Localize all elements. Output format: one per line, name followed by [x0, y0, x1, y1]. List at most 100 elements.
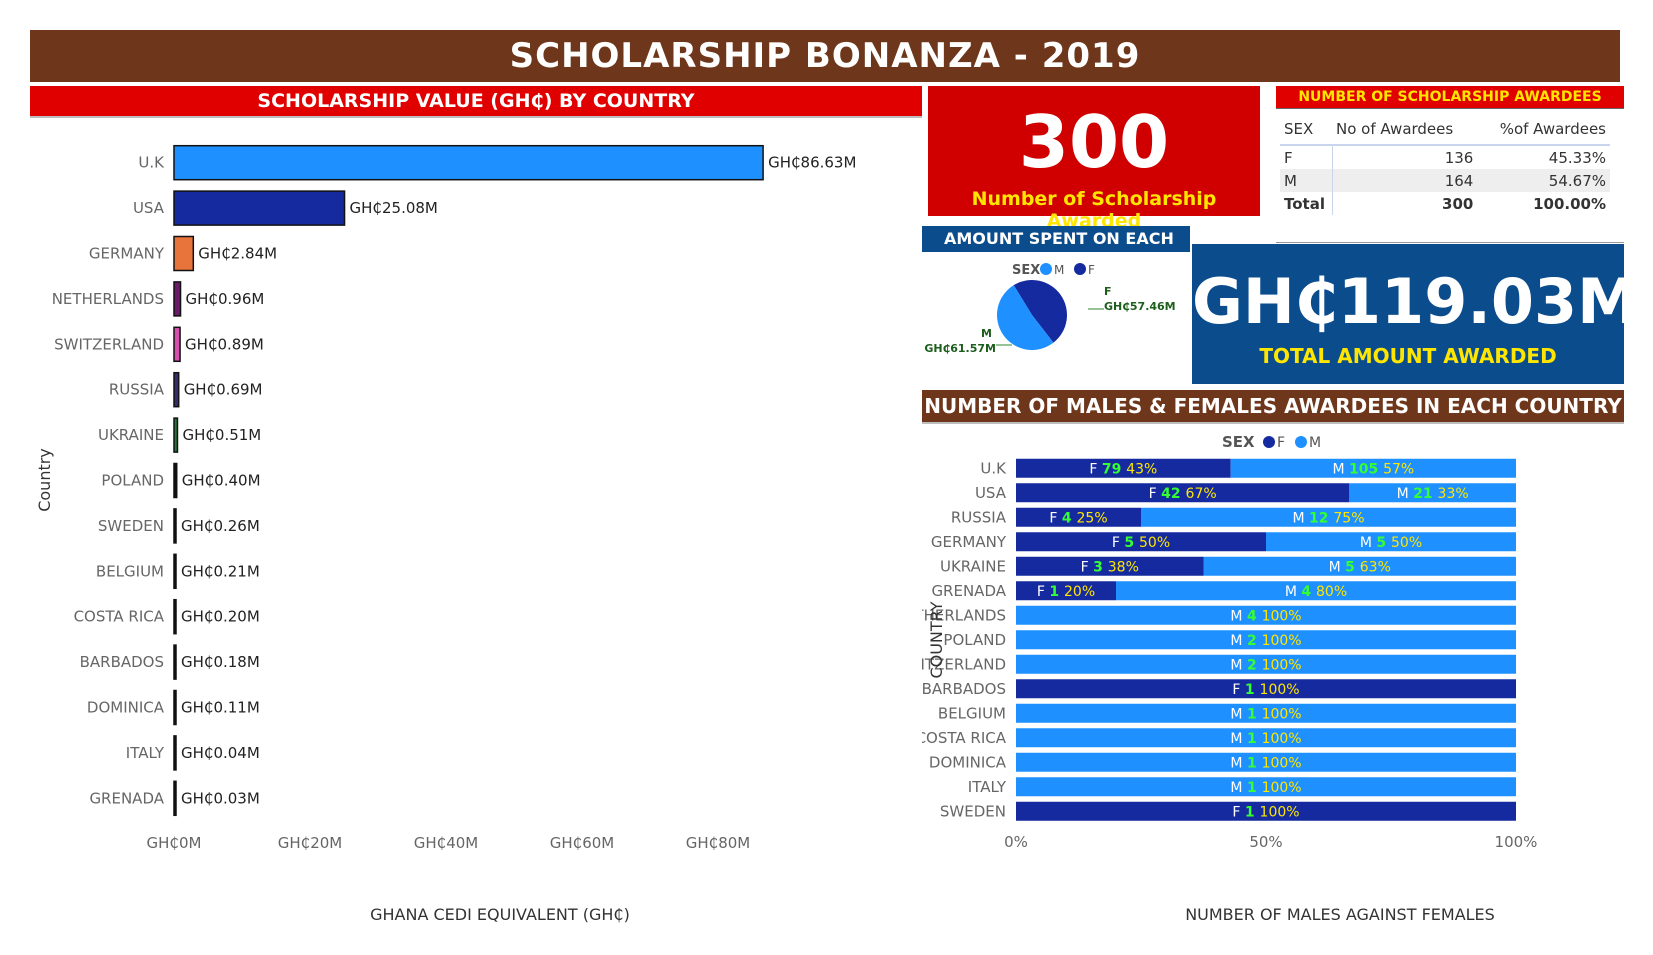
segment-label: M 105 57%	[1332, 461, 1414, 477]
table-cell: M	[1280, 169, 1333, 192]
data-label: GH₵0.20M	[181, 608, 260, 626]
segment-label: M 1 100%	[1230, 755, 1301, 771]
y-tick-label: U.K	[980, 459, 1007, 477]
table-row: F 136 45.33%	[1280, 145, 1610, 169]
bar	[173, 508, 177, 544]
segment-label: M 4 80%	[1285, 584, 1347, 600]
value-chart-y-axis-label: Country	[35, 448, 54, 512]
data-label: GH₵86.63M	[768, 154, 856, 172]
segment-label: M 1 100%	[1230, 780, 1301, 796]
bar-segment-male	[1016, 752, 1516, 772]
y-tick-label: SWITZERLAND	[54, 335, 164, 353]
data-label: GH₵2.84M	[198, 245, 277, 263]
table-cell: 164	[1332, 169, 1478, 192]
segment-label: F 1 100%	[1232, 682, 1299, 698]
bar	[173, 598, 177, 635]
data-label: GH₵0.03M	[181, 789, 260, 807]
segment-label: F 1 100%	[1232, 804, 1299, 820]
bar-segment-male	[1016, 777, 1516, 797]
total-amount-label: TOTAL AMOUNT AWARDED	[1259, 344, 1557, 368]
table-cell: F	[1280, 145, 1333, 169]
y-tick-label: SWEDEN	[940, 802, 1006, 820]
segment-label: M 5 50%	[1360, 535, 1422, 551]
gender-chart-x-axis-label: NUMBER OF MALES AGAINST FEMALES	[1185, 905, 1495, 924]
pie-legend-title: SEX	[1012, 263, 1040, 278]
bar	[173, 462, 178, 499]
pie-legend-f-marker	[1074, 263, 1086, 275]
x-tick-label: 0%	[1004, 833, 1028, 851]
y-tick-label: POLAND	[943, 631, 1006, 649]
awardees-table-header: SEX No of Awardees %of Awardees	[1280, 114, 1610, 146]
bar	[173, 190, 346, 226]
segment-label: F 79 43%	[1089, 461, 1157, 477]
total-amount-card: GH₵119.03M TOTAL AMOUNT AWARDED	[1192, 244, 1639, 384]
bar-segment-female	[1016, 458, 1231, 478]
gender-stacked-bar-chart: SEX F M U.K F 79 43% M 105 57% USA F 42 67% M…	[922, 433, 1538, 924]
bar	[173, 644, 177, 680]
y-tick-label: ITALY	[968, 778, 1007, 796]
y-tick-label: UKRAINE	[98, 426, 164, 444]
pie-slice-f-value: GH₵57.46M	[1104, 300, 1176, 313]
segment-label: M 1 100%	[1230, 731, 1301, 747]
x-tick-label: 100%	[1495, 833, 1538, 851]
table-cell: 54.67%	[1477, 169, 1610, 192]
pie-legend-m-label: M	[1054, 263, 1064, 277]
bar-segment-female	[1016, 556, 1204, 576]
bar-segment-female	[1016, 801, 1516, 821]
stack-legend-f-marker	[1263, 436, 1275, 448]
stack-legend-f-label: F	[1277, 435, 1285, 451]
bar-segment-male	[1116, 581, 1516, 601]
y-tick-label: GRENADA	[89, 789, 164, 807]
bar-segment-female	[1016, 483, 1350, 503]
bar-segment-male	[1016, 654, 1516, 674]
segment-label: F 42 67%	[1149, 486, 1217, 502]
segment-label: M 2 100%	[1230, 633, 1301, 649]
segment-label: M 2 100%	[1230, 657, 1301, 673]
awardees-table: SEX No of Awardees %of Awardees F 136 45…	[1280, 114, 1610, 215]
data-label: GH₵0.18M	[181, 653, 260, 671]
pie-legend-f-label: F	[1088, 263, 1095, 277]
bar	[173, 371, 180, 408]
awardees-table-title-rule	[1276, 108, 1624, 109]
table-cell: 136	[1444, 148, 1474, 167]
segment-label: M 1 100%	[1230, 706, 1301, 722]
y-tick-label: RUSSIA	[951, 508, 1007, 526]
bar	[173, 417, 179, 453]
x-tick-label: 50%	[1249, 833, 1282, 851]
bar	[173, 735, 177, 771]
column-header: No of Awardees	[1332, 114, 1478, 146]
bar-segment-male	[1016, 605, 1516, 625]
data-label: GH₵0.21M	[181, 562, 260, 580]
x-tick-label: GH₵80M	[686, 834, 750, 852]
data-label: GH₵0.89M	[185, 335, 264, 353]
bar-segment-male	[1141, 507, 1516, 527]
gender-chart-title-rule	[922, 422, 1624, 424]
y-tick-label: COSTA RICA	[922, 729, 1007, 747]
x-tick-label: GH₵40M	[414, 834, 478, 852]
bar	[173, 780, 177, 817]
data-label: GH₵0.51M	[182, 426, 261, 444]
bar-segment-male	[1203, 556, 1516, 576]
table-cell: 100.00%	[1533, 194, 1606, 213]
bar	[173, 144, 764, 181]
bar	[173, 553, 177, 590]
y-tick-label: NETHERLANDS	[52, 290, 164, 308]
pie-slice-m-name: M	[981, 327, 992, 340]
x-tick-label: GH₵60M	[550, 834, 614, 852]
bar-segment-male	[1230, 458, 1516, 478]
segment-label: F 5 50%	[1112, 535, 1170, 551]
gender-chart-y-axis-label: COUNTRY	[927, 601, 946, 678]
data-label: GH₵25.08M	[350, 199, 438, 217]
bar-segment-male	[1016, 630, 1516, 650]
y-tick-label: BELGIUM	[938, 704, 1006, 722]
table-cell: Total	[1280, 192, 1333, 215]
column-header: SEX	[1280, 114, 1332, 146]
pie-slice-m-value: GH₵61.57M	[924, 342, 996, 355]
table-cell: 300	[1442, 194, 1474, 213]
column-header: %of Awardees	[1477, 114, 1610, 146]
y-tick-label: U.K	[138, 154, 165, 172]
y-tick-label: RUSSIA	[109, 381, 165, 399]
value-chart-x-axis-label: GHANA CEDI EQUIVALENT (GH₵)	[370, 905, 630, 924]
table-row: Total 300 100.00%	[1280, 192, 1610, 215]
y-tick-label: USA	[975, 484, 1007, 502]
